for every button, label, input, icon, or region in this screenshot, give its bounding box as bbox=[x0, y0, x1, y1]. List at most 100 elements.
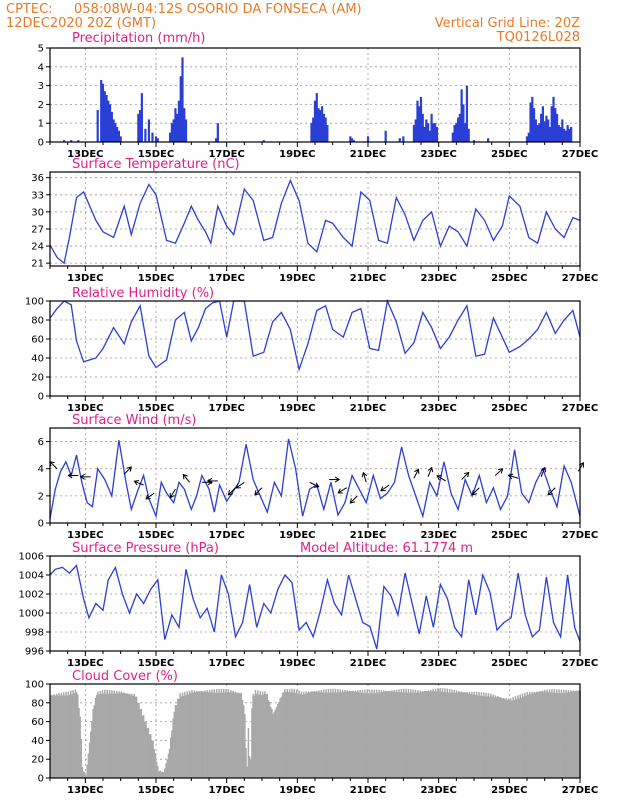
cloud-bar bbox=[173, 711, 176, 778]
cloud-bar bbox=[158, 771, 160, 778]
cloud-bar bbox=[358, 692, 360, 778]
cloud-bar bbox=[475, 691, 478, 778]
cloud-bar bbox=[412, 689, 414, 778]
wind-arrow-shaft bbox=[362, 472, 367, 483]
wind-arrow-head bbox=[547, 490, 553, 496]
cloud-bar bbox=[410, 689, 412, 778]
cloud-bar bbox=[104, 689, 106, 778]
cloud-bar bbox=[302, 691, 305, 778]
wind-ytick-label: 0 bbox=[38, 519, 44, 530]
wind-xtick-label: 21DEC bbox=[350, 530, 386, 541]
cloud-bar bbox=[399, 692, 401, 778]
precip-bar bbox=[541, 106, 544, 142]
cloud-bar bbox=[248, 756, 251, 778]
cloud-bar bbox=[194, 692, 197, 778]
wind-arrow-head bbox=[126, 466, 132, 472]
precip-xtick-label: 27DEC bbox=[562, 149, 598, 160]
pres-ytick-label: 1006 bbox=[19, 552, 44, 563]
cloud-bar bbox=[457, 692, 459, 778]
cloud-bar bbox=[95, 694, 98, 778]
cloud-bar bbox=[113, 690, 116, 778]
cloud-bar bbox=[258, 694, 260, 778]
precip-bar bbox=[451, 132, 454, 142]
precip-xtick-label: 21DEC bbox=[350, 149, 386, 160]
cloud-bar bbox=[431, 691, 433, 778]
cloud-bar bbox=[281, 692, 284, 778]
cloud-bar bbox=[506, 700, 508, 778]
precip-bar bbox=[570, 126, 573, 142]
wind-arrow-head bbox=[235, 483, 241, 489]
cloud-bar bbox=[348, 690, 351, 778]
cloud-bar bbox=[322, 689, 325, 778]
cloud-bar bbox=[362, 693, 365, 778]
cloud-ytick-label: 0 bbox=[38, 774, 44, 785]
cloud-bar bbox=[135, 696, 138, 778]
cloud-bar bbox=[75, 692, 78, 778]
cloud-bar bbox=[386, 691, 388, 778]
cloud-bar bbox=[195, 690, 198, 778]
cloud-bar bbox=[445, 692, 447, 778]
cloud-bar bbox=[471, 691, 473, 778]
cloud-bar bbox=[465, 692, 467, 778]
cloud-bar bbox=[511, 700, 513, 778]
cloud-bar bbox=[122, 692, 125, 778]
cloud-bar bbox=[244, 713, 246, 778]
precip-bar bbox=[414, 119, 417, 142]
cloud-bar bbox=[479, 695, 481, 778]
cloud-bar bbox=[181, 692, 184, 778]
cloud-bar bbox=[345, 691, 347, 778]
cloud-bar bbox=[537, 691, 539, 778]
precip-xtick-label: 19DEC bbox=[279, 149, 315, 160]
wind-arrow bbox=[235, 481, 245, 489]
precip-bar bbox=[543, 121, 546, 142]
cloud-bar bbox=[301, 694, 304, 778]
precip-bar bbox=[536, 125, 539, 142]
header-location: 058:08W-04:12S OSORIO DA FONSECA (AM) bbox=[74, 2, 362, 17]
wind-xtick-label: 15DEC bbox=[138, 530, 174, 541]
wind-arrow-head bbox=[414, 468, 420, 475]
pres-ytick-label: 998 bbox=[25, 628, 44, 639]
cloud-bar bbox=[562, 689, 565, 778]
precip-ytick-label: 2 bbox=[38, 100, 44, 111]
cloud-bar bbox=[559, 693, 561, 778]
cloud-bar bbox=[175, 705, 178, 778]
wind-arrow bbox=[67, 472, 79, 479]
cloud-bar bbox=[284, 689, 286, 778]
precip-panel: Precipitation (mm/h) 0 1 2 3 4 5 13DEC 15DEC 17DE… bbox=[38, 31, 599, 160]
precip-bar bbox=[398, 138, 401, 142]
cloud-bar bbox=[255, 693, 258, 778]
cloud-bar bbox=[293, 688, 296, 778]
cloud-panel: Cloud Cover (%) 0 20 40 60 80 100 13DEC 15DEC 17D… bbox=[25, 669, 598, 796]
cloud-bar bbox=[224, 692, 226, 778]
cloud-bar bbox=[446, 688, 448, 778]
rh-xtick-label: 17DEC bbox=[208, 403, 244, 414]
cloud-bar bbox=[371, 689, 373, 778]
cloud-bar bbox=[68, 694, 71, 778]
cloud-bar bbox=[142, 715, 145, 778]
cloud-bar bbox=[299, 694, 301, 778]
cloud-bar bbox=[335, 692, 338, 778]
cloud-xtick-label: 17DEC bbox=[208, 785, 244, 796]
cloud-bar bbox=[140, 708, 143, 778]
cloud-bar bbox=[241, 699, 244, 778]
precip-bar bbox=[529, 102, 532, 142]
cloud-bar bbox=[548, 689, 551, 778]
cloud-bar bbox=[578, 690, 580, 778]
cloud-bar bbox=[440, 691, 443, 778]
cloud-bar bbox=[153, 749, 156, 778]
cloud-bar bbox=[99, 690, 101, 778]
cloud-bar bbox=[498, 697, 500, 778]
cloud-bar bbox=[507, 698, 510, 778]
cloud-bar bbox=[557, 693, 559, 778]
precip-bar bbox=[525, 136, 529, 142]
precip-bar bbox=[425, 119, 428, 142]
cloud-bar bbox=[424, 691, 426, 778]
cloud-bar bbox=[157, 765, 159, 778]
wind-arrow bbox=[494, 468, 504, 476]
cloud-bar bbox=[73, 693, 76, 778]
cloud-bar bbox=[365, 693, 367, 778]
wind-xtick-label: 25DEC bbox=[491, 530, 527, 541]
cloud-bar bbox=[382, 690, 385, 778]
cloud-bar bbox=[493, 696, 496, 778]
cloud-bar bbox=[285, 691, 287, 778]
